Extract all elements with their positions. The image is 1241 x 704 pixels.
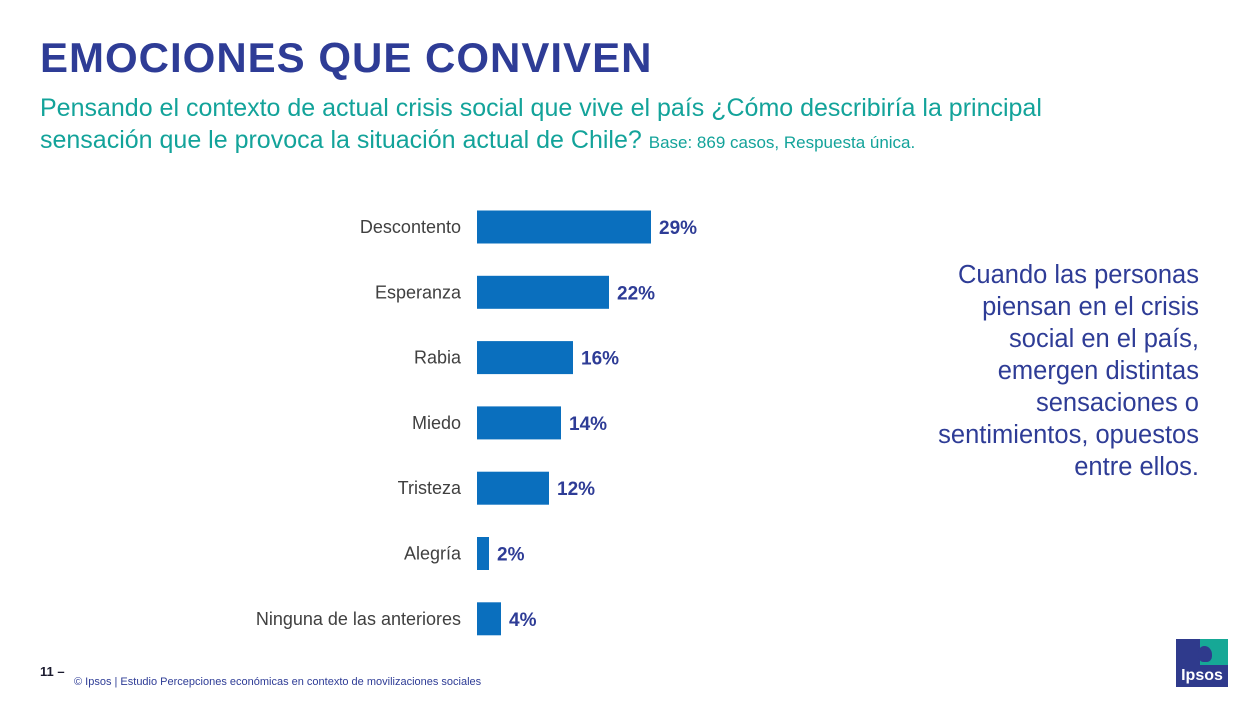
value-label-alegria: 2% — [497, 545, 525, 566]
slide-title: EMOCIONES QUE CONVIVEN — [40, 34, 653, 81]
logo-wordmark: Ipsos — [1181, 667, 1223, 684]
question-text: Pensando el contexto de actual crisis so… — [40, 94, 1042, 154]
bar-esperanza — [477, 275, 609, 309]
value-label-descontento: 29% — [659, 218, 697, 239]
bar-alegria — [477, 537, 489, 570]
bar-ninguna-de-las-anteriores — [477, 602, 501, 636]
survey-question: Pensando el contexto de actual crisis so… — [40, 92, 1160, 159]
bar-miedo — [477, 406, 561, 440]
category-label-rabia: Rabia — [414, 348, 462, 368]
base-note: Base: 869 casos, Respuesta única. — [648, 133, 916, 152]
value-label-ninguna-de-las-anteriores: 4% — [509, 610, 537, 631]
value-label-rabia: 16% — [581, 349, 619, 370]
callout-text: Cuando las personas piensan en el crisis… — [938, 261, 1199, 481]
category-label-ninguna-de-las-anteriores: Ninguna de las anteriores — [256, 609, 461, 629]
value-label-tristeza: 12% — [557, 479, 595, 500]
logo-head-icon — [1198, 646, 1212, 662]
emotions-bar-chart: Descontento 29% Esperanza 22% Rabia 16% Miedo 1… — [256, 210, 697, 636]
value-label-esperanza: 22% — [617, 283, 655, 304]
bar-tristeza — [477, 471, 549, 505]
category-label-miedo: Miedo — [412, 413, 461, 433]
page-number: 11 – — [40, 664, 65, 679]
category-label-esperanza: Esperanza — [375, 282, 462, 302]
bar-descontento — [477, 210, 651, 244]
category-label-descontento: Descontento — [360, 217, 461, 237]
footer-copyright: © Ipsos | Estudio Percepciones económica… — [74, 676, 482, 688]
category-label-alegria: Alegría — [404, 544, 462, 564]
bar-rabia — [477, 341, 573, 375]
category-label-tristeza: Tristeza — [398, 478, 462, 498]
value-label-miedo: 14% — [569, 414, 607, 435]
ipsos-logo: Ipsos — [1176, 639, 1228, 687]
